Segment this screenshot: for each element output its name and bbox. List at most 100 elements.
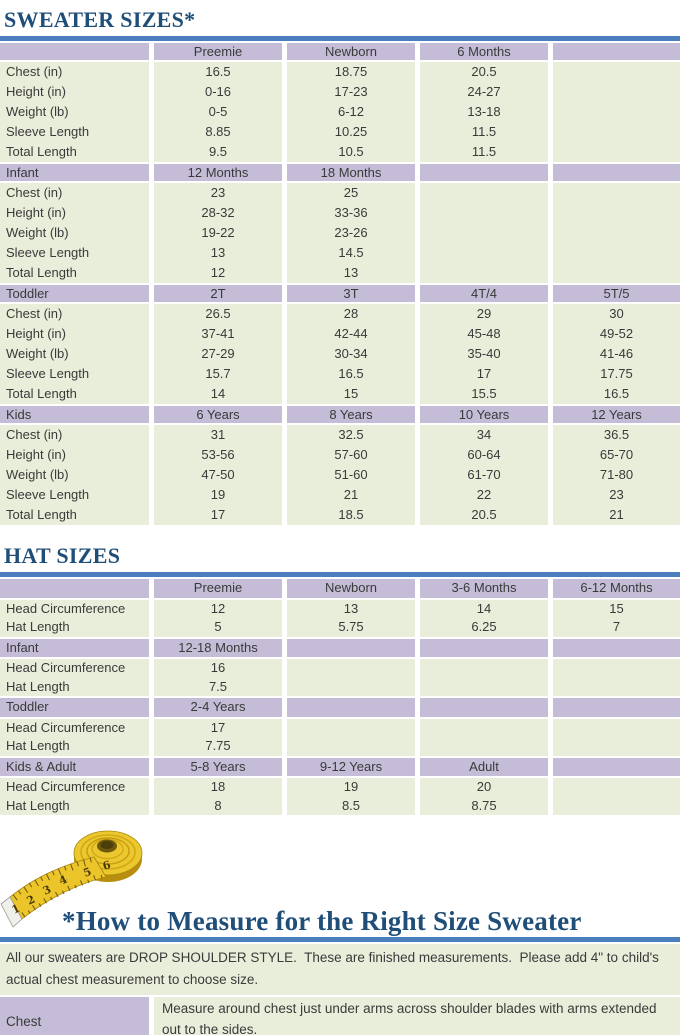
value-cell: 10.5 bbox=[287, 142, 415, 162]
table-row: Hat Length 7.5 bbox=[0, 677, 680, 696]
value-cell: 20.5 bbox=[420, 62, 548, 82]
value-cell: 8 bbox=[154, 796, 282, 815]
value-cell: 18.75 bbox=[287, 62, 415, 82]
column-header-cell: Preemie bbox=[154, 579, 282, 598]
value-cell: 8.85 bbox=[154, 122, 282, 142]
value-cell: 31 bbox=[154, 425, 282, 445]
value-cell: 20.5 bbox=[420, 505, 548, 525]
row-label-cell: Hat Length bbox=[0, 677, 149, 696]
measure-row-chest: Chest Measure around chest just under ar… bbox=[0, 997, 680, 1035]
column-header-cell: 12 Years bbox=[553, 406, 680, 423]
value-cell bbox=[553, 796, 680, 815]
section-header-cell bbox=[0, 43, 149, 60]
value-cell: 0-5 bbox=[154, 102, 282, 122]
value-cell: 37-41 bbox=[154, 324, 282, 344]
table-row: Hat Length 7.75 bbox=[0, 737, 680, 756]
value-cell: 27-29 bbox=[154, 344, 282, 364]
table-row: Chest (in) 23 25 bbox=[0, 183, 680, 203]
table-row: Weight (lb) 47-50 51-60 61-70 71-80 bbox=[0, 465, 680, 485]
column-header-cell: 4T/4 bbox=[420, 285, 548, 302]
column-header-cell: 5-8 Years bbox=[154, 757, 282, 776]
value-cell: 53-56 bbox=[154, 445, 282, 465]
column-header-cell: 18 Months bbox=[287, 164, 415, 181]
table-row: Head Circumference 17 bbox=[0, 718, 680, 737]
value-cell bbox=[420, 737, 548, 756]
value-cell: 13 bbox=[287, 263, 415, 283]
table-row: Sleeve Length 13 14.5 bbox=[0, 243, 680, 263]
row-label-cell: Sleeve Length bbox=[0, 485, 149, 505]
value-cell: 15 bbox=[553, 599, 680, 618]
table-row: Hat Length 8 8.5 8.75 bbox=[0, 796, 680, 815]
value-cell: 13 bbox=[287, 599, 415, 618]
table-row: Hat Length 5 5.75 6.25 7 bbox=[0, 618, 680, 637]
table-row: Height (in) 0-16 17-23 24-27 bbox=[0, 82, 680, 102]
value-cell: 30-34 bbox=[287, 344, 415, 364]
value-cell: 5.75 bbox=[287, 618, 415, 637]
value-cell: 9.5 bbox=[154, 142, 282, 162]
row-label-cell: Total Length bbox=[0, 505, 149, 525]
value-cell: 28-32 bbox=[154, 203, 282, 223]
measure-header-block: 1 2 3 4 5 6 *How to Measure for the Righ… bbox=[0, 819, 680, 937]
row-label-cell: Hat Length bbox=[0, 618, 149, 637]
svg-text:5: 5 bbox=[82, 865, 94, 880]
table-row: Head Circumference 12 13 14 15 bbox=[0, 599, 680, 618]
value-cell: 45-48 bbox=[420, 324, 548, 344]
value-cell: 19 bbox=[154, 485, 282, 505]
column-header-cell: Newborn bbox=[287, 579, 415, 598]
column-header-cell: Preemie bbox=[154, 43, 282, 60]
row-label-cell: Chest (in) bbox=[0, 425, 149, 445]
section-header-cell: Kids bbox=[0, 406, 149, 423]
value-cell: 57-60 bbox=[287, 445, 415, 465]
value-cell: 24-27 bbox=[420, 82, 548, 102]
column-header-cell: 2T bbox=[154, 285, 282, 302]
sweater-sizes-title: SWEATER SIZES* bbox=[4, 7, 196, 32]
value-cell: 11.5 bbox=[420, 122, 548, 142]
value-cell bbox=[420, 263, 548, 283]
column-header-cell bbox=[287, 698, 415, 717]
value-cell: 14.5 bbox=[287, 243, 415, 263]
column-header-cell: 5T/5 bbox=[553, 285, 680, 302]
table-row: Total Length 12 13 bbox=[0, 263, 680, 283]
section-header-row: Kids 6 Years 8 Years 10 Years 12 Years bbox=[0, 406, 680, 423]
value-cell: 23-26 bbox=[287, 223, 415, 243]
value-cell bbox=[420, 223, 548, 243]
value-cell bbox=[420, 677, 548, 696]
row-label-cell: Sleeve Length bbox=[0, 243, 149, 263]
title-underline-bar bbox=[0, 572, 680, 577]
row-label-cell: Weight (lb) bbox=[0, 465, 149, 485]
value-cell: 7 bbox=[553, 618, 680, 637]
column-header-cell: 6 Months bbox=[420, 43, 548, 60]
column-header-cell: 8 Years bbox=[287, 406, 415, 423]
column-header-cell bbox=[420, 698, 548, 717]
value-cell bbox=[553, 183, 680, 203]
row-label-cell: Total Length bbox=[0, 142, 149, 162]
value-cell: 71-80 bbox=[553, 465, 680, 485]
section-header-cell: Infant bbox=[0, 164, 149, 181]
value-cell bbox=[420, 183, 548, 203]
value-cell: 8.75 bbox=[420, 796, 548, 815]
svg-text:6: 6 bbox=[101, 858, 112, 873]
value-cell: 34 bbox=[420, 425, 548, 445]
how-to-measure-title: *How to Measure for the Right Size Sweat… bbox=[62, 906, 582, 936]
value-cell: 7.5 bbox=[154, 677, 282, 696]
value-cell bbox=[553, 737, 680, 756]
value-cell bbox=[553, 778, 680, 797]
value-cell: 26.5 bbox=[154, 304, 282, 324]
tape-measure-illustration: 1 2 3 4 5 6 bbox=[0, 830, 143, 928]
value-cell bbox=[287, 737, 415, 756]
section-header-row: Kids & Adult 5-8 Years 9-12 Years Adult bbox=[0, 757, 680, 776]
value-cell: 17 bbox=[420, 364, 548, 384]
value-cell bbox=[287, 659, 415, 678]
value-cell: 17.75 bbox=[553, 364, 680, 384]
column-header-cell: 9-12 Years bbox=[287, 757, 415, 776]
value-cell: 13 bbox=[154, 243, 282, 263]
section-header-cell bbox=[0, 579, 149, 598]
value-cell: 51-60 bbox=[287, 465, 415, 485]
row-label-cell: Head Circumference bbox=[0, 718, 149, 737]
table-row: Sleeve Length 15.7 16.5 17 17.75 bbox=[0, 364, 680, 384]
tape-tick-marks bbox=[12, 857, 103, 918]
value-cell bbox=[420, 659, 548, 678]
value-cell: 61-70 bbox=[420, 465, 548, 485]
measure-label: Chest bbox=[0, 997, 149, 1035]
